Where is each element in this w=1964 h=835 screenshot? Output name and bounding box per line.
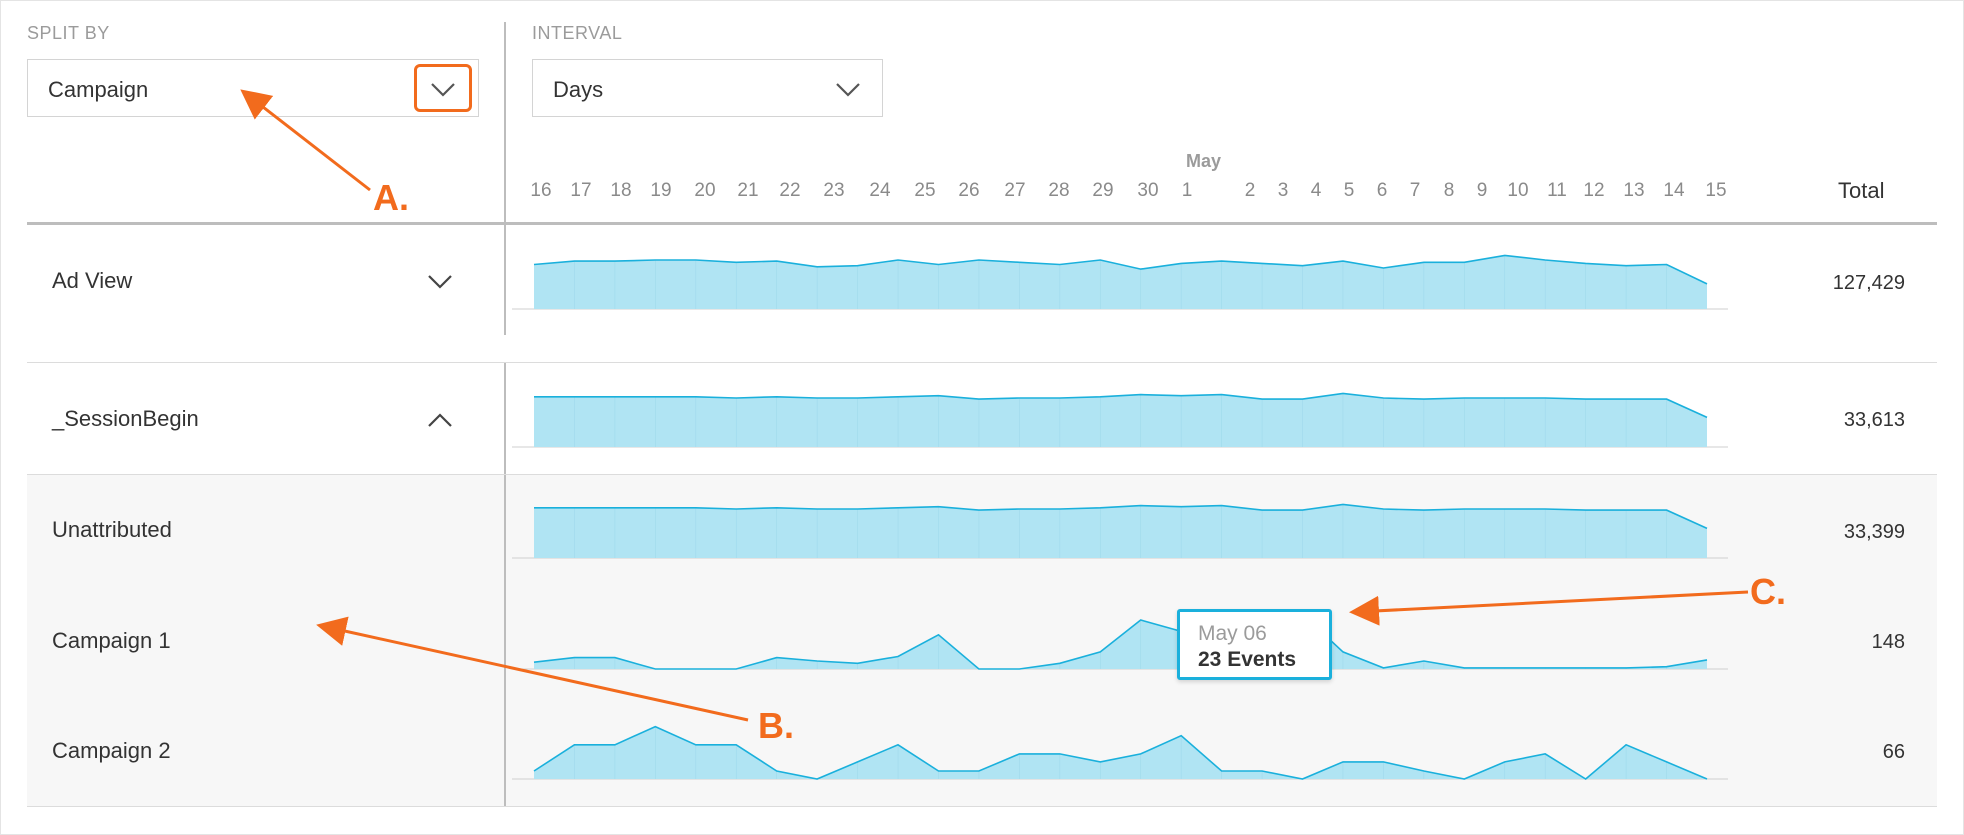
date-tick-label: 19	[650, 180, 672, 201]
interval-select[interactable]: Days	[532, 59, 883, 117]
annotation-arrow-a	[240, 89, 371, 192]
row-total: 33,613	[1843, 409, 1905, 431]
sparkline-area	[534, 255, 1707, 309]
date-tick-label: 6	[1376, 180, 1388, 201]
date-tick-label: 24	[869, 180, 891, 201]
date-tick-label: 23	[823, 180, 845, 201]
annotation-a: A.	[373, 177, 409, 218]
date-tick-label: 21	[737, 180, 759, 201]
column-divider	[504, 22, 506, 335]
date-tick-label: 15	[1705, 180, 1727, 201]
date-tick-label: 3	[1277, 180, 1289, 201]
sparkline-line	[534, 503, 1708, 530]
date-tick-label: 20	[694, 180, 716, 201]
date-tick-label: 25	[914, 180, 936, 201]
date-tick-label: 28	[1048, 180, 1070, 201]
row-total: 33,399	[1843, 521, 1905, 543]
sparkline-line	[534, 392, 1708, 419]
column-divider-lower	[504, 362, 506, 807]
row-divider	[27, 806, 1937, 807]
date-tick-label: 1	[1181, 180, 1193, 201]
date-tick-label: 9	[1476, 180, 1488, 201]
row-label-campaign-1: Campaign 1	[52, 628, 171, 653]
split-by-dropdown-button[interactable]	[414, 64, 472, 112]
sparkline-area	[534, 726, 1707, 779]
sparkline-line	[533, 725, 1708, 780]
row-divider	[27, 474, 1937, 475]
sparkline-line	[533, 613, 1708, 670]
interval-value: Days	[553, 77, 604, 102]
row-total: 148	[1871, 631, 1905, 653]
date-tick-label: 4	[1310, 180, 1322, 201]
sparkline-area	[534, 393, 1707, 447]
row-label-campaign-2: Campaign 2	[52, 738, 171, 763]
date-tick-label: 8	[1443, 180, 1455, 201]
split-by-label: SPLIT BY	[27, 23, 110, 43]
chevron-down-icon	[431, 83, 455, 97]
date-tick-label: 10	[1507, 180, 1529, 201]
row-total: 66	[1882, 741, 1905, 763]
chevron-up-icon[interactable]	[427, 412, 453, 428]
date-tick-label: 18	[610, 180, 632, 201]
date-tick-label: 13	[1623, 180, 1645, 201]
date-tick-label: 11	[1547, 180, 1567, 201]
tooltip-date: May 06	[1198, 622, 1267, 645]
date-tick-label: 12	[1583, 180, 1605, 201]
tooltip-value: 23 Events	[1198, 648, 1297, 671]
sparkline-area	[534, 504, 1707, 558]
total-header: Total	[1838, 178, 1885, 203]
row-total: 127,429	[1832, 272, 1905, 294]
date-tick-label: 27	[1004, 180, 1026, 201]
chevron-down-icon[interactable]	[427, 274, 453, 290]
date-tick-label: 7	[1409, 180, 1421, 201]
date-tick-label: 29	[1092, 180, 1114, 201]
row-label-ad-view[interactable]: Ad View	[52, 268, 133, 293]
date-tick-label: 14	[1663, 180, 1685, 201]
annotation-arrow-c	[1349, 590, 1749, 626]
annotation-b: B.	[758, 705, 794, 746]
date-tick-label: 16	[530, 180, 552, 201]
row-divider	[27, 362, 1937, 363]
date-tick-label: 17	[570, 180, 592, 201]
header-divider	[27, 222, 1937, 225]
sparkline-line	[533, 254, 1708, 285]
date-tick-label: 26	[958, 180, 980, 201]
split-by-value: Campaign	[48, 77, 149, 102]
annotation-c: C.	[1750, 571, 1786, 612]
date-tick-label: 22	[779, 180, 801, 201]
chevron-down-icon[interactable]	[835, 82, 861, 98]
annotation-arrow-b	[316, 616, 749, 722]
sparkline-area	[534, 614, 1707, 669]
date-tick-label: 30	[1137, 180, 1159, 201]
chart-tooltip: May 06 23 Events	[1177, 609, 1332, 680]
date-tick-label: 5	[1343, 180, 1355, 201]
row-label-session-begin[interactable]: _SessionBegin	[52, 406, 199, 431]
date-tick-label: 2	[1244, 180, 1256, 201]
interval-label: INTERVAL	[532, 23, 623, 43]
month-label: May	[1186, 151, 1222, 171]
row-label-unattributed: Unattributed	[52, 517, 172, 542]
